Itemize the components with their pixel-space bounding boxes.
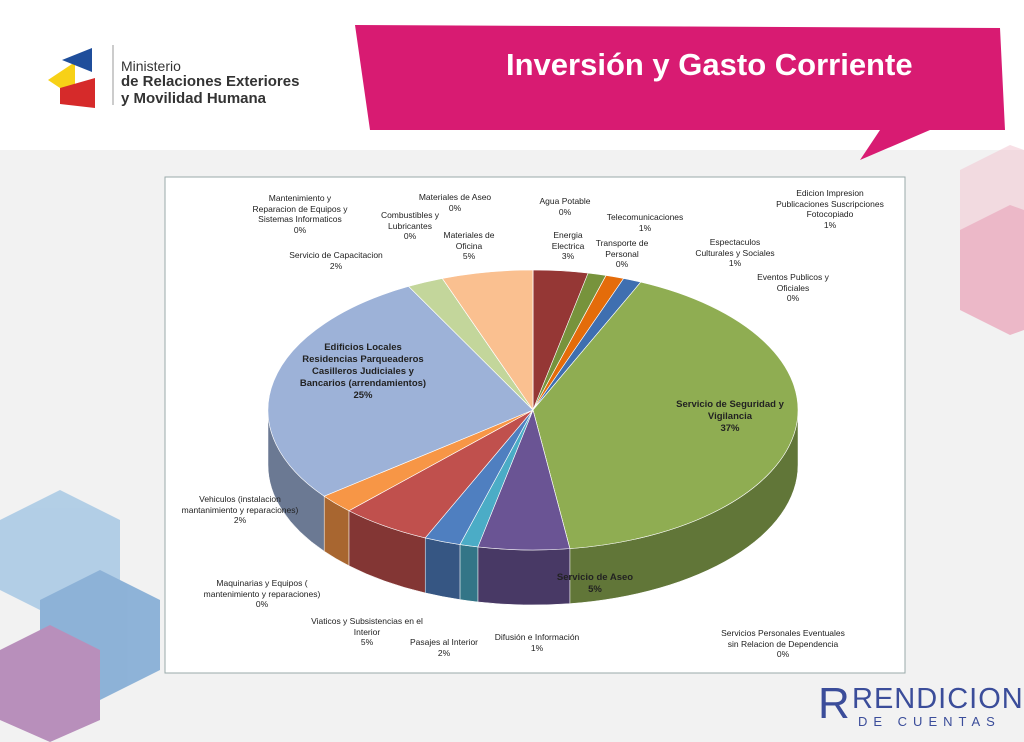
slice-percent: 5% xyxy=(462,251,476,261)
slice-label: Eventos Publicos y Oficiales 0% xyxy=(757,272,829,304)
ministry-line: de Relaciones Exteriores xyxy=(121,73,300,90)
slice-name: Energia Electrica xyxy=(551,230,585,251)
ministry-line: Ministerio xyxy=(121,58,181,74)
slice-label: Servicio de Aseo 5% xyxy=(557,572,633,596)
slice-percent: 37% xyxy=(720,423,740,434)
slice-percent: 0% xyxy=(776,649,790,659)
slice-percent: 3% xyxy=(561,251,575,261)
slice-label: Agua Potable 0% xyxy=(539,196,590,217)
slice-name: Maquinarias y Equipos ( mantenimiento y … xyxy=(203,578,321,599)
slice-percent: 0% xyxy=(558,206,572,217)
slide-title: Inversión y Gasto Corriente xyxy=(506,47,913,82)
slice-name: Servicio de Aseo xyxy=(556,572,634,583)
logo-r: R xyxy=(818,679,850,728)
slice-name: Edicion Impresion Publicaciones Suscripc… xyxy=(776,188,884,219)
ministry-line: y Movilidad Humana xyxy=(121,90,267,107)
slice-name: Difusión e Información xyxy=(494,632,580,642)
logo-text: RENDICION xyxy=(852,683,1024,715)
slice-percent: 1% xyxy=(530,642,544,653)
slice-percent: 25% xyxy=(353,390,373,401)
slice-label: Maquinarias y Equipos ( mantenimiento y … xyxy=(204,578,321,610)
slice-label: Edicion Impresion Publicaciones Suscripc… xyxy=(776,188,884,230)
pie xyxy=(267,269,799,606)
slice-label: Materiales de Aseo 0% xyxy=(419,192,491,213)
slice-name: Transporte de Personal xyxy=(595,238,649,259)
slice-percent: 0% xyxy=(293,224,307,235)
ministry-logo xyxy=(48,45,114,108)
pie-slice xyxy=(532,281,799,549)
slice-name: Vehiculos (instalacion mantanimiento y r… xyxy=(181,494,299,515)
slice-name: Telecomunicaciones xyxy=(606,212,684,222)
slice-percent: 1% xyxy=(728,258,742,268)
slice-label: Materiales de Oficina 5% xyxy=(443,230,494,262)
slice-label: Combustibles y Lubricantes 0% xyxy=(381,210,439,242)
slice-label: Servicio de Seguridad y Vigilancia 37% xyxy=(676,399,784,435)
slice-percent: 0% xyxy=(403,231,417,241)
slice-label: Difusión e Información 1% xyxy=(495,632,580,653)
slice-label: Vehiculos (instalacion mantanimiento y r… xyxy=(182,494,299,526)
slice-percent: 0% xyxy=(786,293,800,303)
slice-label: Transporte de Personal 0% xyxy=(596,238,649,270)
slice-percent: 2% xyxy=(329,260,343,271)
slice-name: Mantenimiento y Reparacion de Equipos y … xyxy=(252,193,348,224)
slice-name: Materiales de Oficina xyxy=(443,230,495,251)
slice-percent: 1% xyxy=(638,222,652,233)
slice-label: Energia Electrica 3% xyxy=(552,230,585,262)
hexagon-decor xyxy=(0,145,1024,742)
pie-side xyxy=(424,537,461,600)
slice-label: Telecomunicaciones 1% xyxy=(607,212,684,233)
slice-percent: 2% xyxy=(437,647,451,658)
slice-label: Servicios Personales Eventuales sin Rela… xyxy=(721,628,845,660)
slice-label: Viaticos y Subsistencias en el Interior 5… xyxy=(311,616,423,648)
slice-name: Servicio de Seguridad y Vigilancia xyxy=(676,399,784,422)
logo-subtext: DE CUENTAS xyxy=(858,714,1001,729)
title-banner xyxy=(355,25,1005,160)
slice-name: Eventos Publicos y Oficiales xyxy=(757,272,829,293)
slice-name: Pasajes al Interior xyxy=(409,637,479,647)
slice-label: Edificios Locales Residencias Parqueader… xyxy=(300,342,426,402)
slice-percent: 5% xyxy=(588,584,602,595)
slice-name: Viaticos y Subsistencias en el Interior xyxy=(311,616,423,637)
slice-label: Espectaculos Culturales y Sociales 1% xyxy=(695,237,774,269)
slice-name: Agua Potable xyxy=(539,196,591,206)
slice-name: Materiales de Aseo xyxy=(418,192,492,202)
slice-percent: 0% xyxy=(615,259,629,269)
slice-name: Servicios Personales Eventuales sin Rela… xyxy=(721,628,845,649)
slice-percent: 0% xyxy=(255,599,269,609)
slice-label: Servicio de Capacitacion 2% xyxy=(289,250,383,271)
slice-percent: 0% xyxy=(448,202,462,213)
slice-name: Combustibles y Lubricantes xyxy=(380,210,440,231)
slice-percent: 2% xyxy=(233,515,247,525)
pie-slice xyxy=(267,286,534,497)
slice-label: Mantenimiento y Reparacion de Equipos y … xyxy=(253,193,348,235)
slice-name: Espectaculos Culturales y Sociales xyxy=(695,237,775,258)
footer-logo: R xyxy=(818,679,850,728)
slice-percent: 1% xyxy=(823,219,837,230)
slice-name: Edificios Locales Residencias Parqueader… xyxy=(299,342,427,389)
pie-side xyxy=(459,544,479,603)
slice-percent: 5% xyxy=(360,637,374,647)
slice-name: Servicio de Capacitacion xyxy=(289,250,383,260)
slice-label: Pasajes al Interior 2% xyxy=(410,637,478,658)
